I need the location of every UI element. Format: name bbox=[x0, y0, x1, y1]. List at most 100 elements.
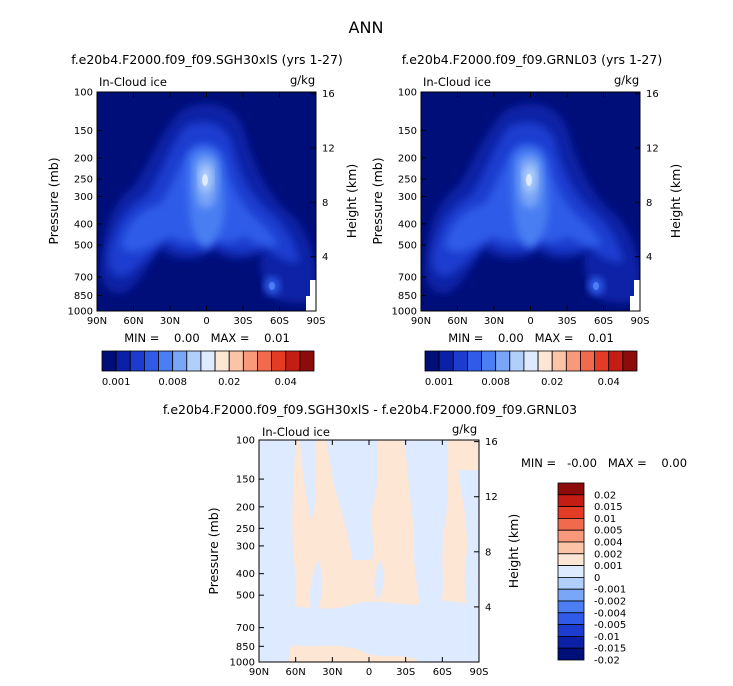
colorbar-label: -0.004 bbox=[594, 608, 626, 619]
panel-1-xticks: 90N 60N 30N 0 30S 60S 90S 100 150 200 250 300 400 500… bbox=[68, 88, 335, 328]
panel-1-min-max: MIN = 0.00 MAX = 0.01 bbox=[124, 331, 290, 345]
colorbar-label: -0.005 bbox=[594, 620, 626, 631]
colorbar-label: 0.008 bbox=[158, 377, 187, 388]
y2-tick-label: 12 bbox=[646, 143, 659, 154]
colorbar-label: 0.001 bbox=[594, 561, 623, 572]
panel-2-colorbar: 0.001 0.008 0.02 0.04 bbox=[424, 350, 638, 388]
colorbar-box bbox=[115, 350, 131, 372]
y-tick-label: 700 bbox=[398, 273, 417, 284]
colorbar-box bbox=[551, 350, 567, 372]
y-tick-label: 1000 bbox=[68, 307, 93, 318]
colorbar-label: 0.004 bbox=[594, 538, 623, 549]
x-tick-label: 0 bbox=[527, 316, 533, 327]
y-tick-label: 300 bbox=[236, 541, 255, 552]
colorbar-box bbox=[466, 350, 482, 372]
panel-2: f.e20b4.F2000.f09_f09.GRNL03 (yrs 1-27) … bbox=[370, 52, 683, 388]
y-tick-label: 850 bbox=[74, 291, 93, 302]
panel-2-ylabel: Pressure (mb) bbox=[370, 157, 385, 244]
colorbar-box bbox=[509, 350, 525, 372]
y-tick-label: 700 bbox=[74, 273, 93, 284]
panel-3-xticks: 90N 60N 30N 0 30S 60S 90S 100 150 200 250 300 400 500… bbox=[230, 436, 498, 679]
colorbar-box bbox=[257, 350, 273, 372]
colorbar-box bbox=[557, 600, 585, 614]
colorbar-box bbox=[200, 350, 216, 372]
colorbar-box bbox=[557, 565, 585, 578]
panel-3-field bbox=[259, 440, 479, 662]
colorbar-box bbox=[424, 350, 440, 372]
y-tick-label: 500 bbox=[74, 241, 93, 252]
y-tick-label: 250 bbox=[398, 175, 417, 186]
y-tick-label: 1000 bbox=[230, 658, 255, 669]
x-tick-label: 90N bbox=[249, 667, 269, 678]
panel-3-min-max: MIN = -0.00 MAX = 0.00 bbox=[521, 456, 687, 470]
panel-1-field bbox=[97, 92, 316, 311]
y-tick-label: 150 bbox=[398, 126, 417, 137]
colorbar-label: 0.04 bbox=[275, 377, 297, 388]
panel-1-field-label: In-Cloud ice bbox=[99, 75, 167, 89]
x-tick-label: 0 bbox=[366, 667, 372, 678]
colorbar-label: 0 bbox=[594, 573, 600, 584]
colorbar-label: 0.008 bbox=[481, 377, 510, 388]
colorbar-box bbox=[228, 350, 244, 372]
colorbar-box bbox=[557, 588, 585, 602]
x-tick-label: 90S bbox=[469, 667, 488, 678]
colorbar-box bbox=[438, 350, 454, 372]
colorbar-box bbox=[495, 350, 511, 372]
y-tick-label: 500 bbox=[236, 591, 255, 602]
panel-1-colorbar: 0.001 0.008 0.02 0.04 bbox=[101, 350, 315, 388]
y-tick-label: 400 bbox=[398, 219, 417, 230]
colorbar-box bbox=[299, 350, 315, 372]
colorbar-box bbox=[622, 350, 638, 372]
panel-1-y2label: Height (km) bbox=[344, 164, 359, 238]
colorbar-box bbox=[557, 482, 585, 496]
colorbar-label: -0.001 bbox=[594, 585, 626, 596]
y-tick-label: 250 bbox=[74, 175, 93, 186]
x-tick-label: 30S bbox=[233, 316, 252, 327]
colorbar-box bbox=[557, 518, 585, 531]
panel-2-units: g/kg bbox=[614, 73, 639, 87]
x-tick-label: 60N bbox=[123, 316, 143, 327]
y2-tick-label: 16 bbox=[646, 89, 659, 100]
x-tick-label: 30N bbox=[322, 667, 342, 678]
colorbar-box bbox=[285, 350, 301, 372]
x-tick-label: 30S bbox=[557, 316, 576, 327]
colorbar-box bbox=[186, 350, 202, 372]
y2-tick-label: 4 bbox=[646, 252, 652, 263]
x-tick-label: 90S bbox=[306, 316, 325, 327]
colorbar-label: 0.001 bbox=[425, 377, 454, 388]
y-tick-label: 300 bbox=[74, 192, 93, 203]
x-tick-label: 60N bbox=[286, 667, 306, 678]
colorbar-label: 0.02 bbox=[541, 377, 563, 388]
panel-1-ylabel: Pressure (mb) bbox=[46, 157, 61, 244]
y2-tick-label: 8 bbox=[646, 198, 652, 209]
y-tick-label: 500 bbox=[398, 241, 417, 252]
colorbar-box bbox=[557, 636, 585, 649]
colorbar-box bbox=[608, 350, 624, 372]
panel-1-units: g/kg bbox=[290, 73, 315, 87]
x-tick-label: 30N bbox=[160, 316, 180, 327]
panel-3: f.e20b4.F2000.f09_f09.SGH30xlS - f.e20b4… bbox=[163, 402, 687, 678]
colorbar-box bbox=[523, 350, 539, 372]
colorbar-label: 0.02 bbox=[594, 490, 616, 501]
colorbar-box bbox=[557, 494, 585, 507]
colorbar-box bbox=[242, 350, 258, 372]
y2-tick-label: 4 bbox=[485, 602, 491, 613]
panel-2-title: f.e20b4.F2000.f09_f09.GRNL03 (yrs 1-27) bbox=[402, 52, 662, 67]
panel-3-colorbar: 0.020.0150.010.0050.0040.0020.0010-0.001… bbox=[557, 482, 626, 667]
colorbar-label: 0.04 bbox=[598, 377, 620, 388]
colorbar-label: 0.005 bbox=[594, 526, 623, 537]
colorbar-box bbox=[557, 506, 585, 519]
y2-tick-label: 8 bbox=[322, 198, 328, 209]
colorbar-box bbox=[557, 541, 585, 555]
colorbar-box bbox=[214, 350, 230, 372]
panel-1: f.e20b4.F2000.f09_f09.SGH30xlS (yrs 1-27… bbox=[46, 52, 359, 388]
x-tick-label: 90N bbox=[411, 316, 431, 327]
colorbar-box bbox=[565, 350, 581, 372]
y-tick-label: 100 bbox=[236, 436, 255, 447]
colorbar-box bbox=[172, 350, 188, 372]
colorbar-box bbox=[143, 350, 159, 372]
y2-tick-label: 16 bbox=[485, 437, 498, 448]
y-tick-label: 100 bbox=[398, 88, 417, 99]
colorbar-box bbox=[158, 350, 174, 372]
y-tick-label: 150 bbox=[74, 126, 93, 137]
